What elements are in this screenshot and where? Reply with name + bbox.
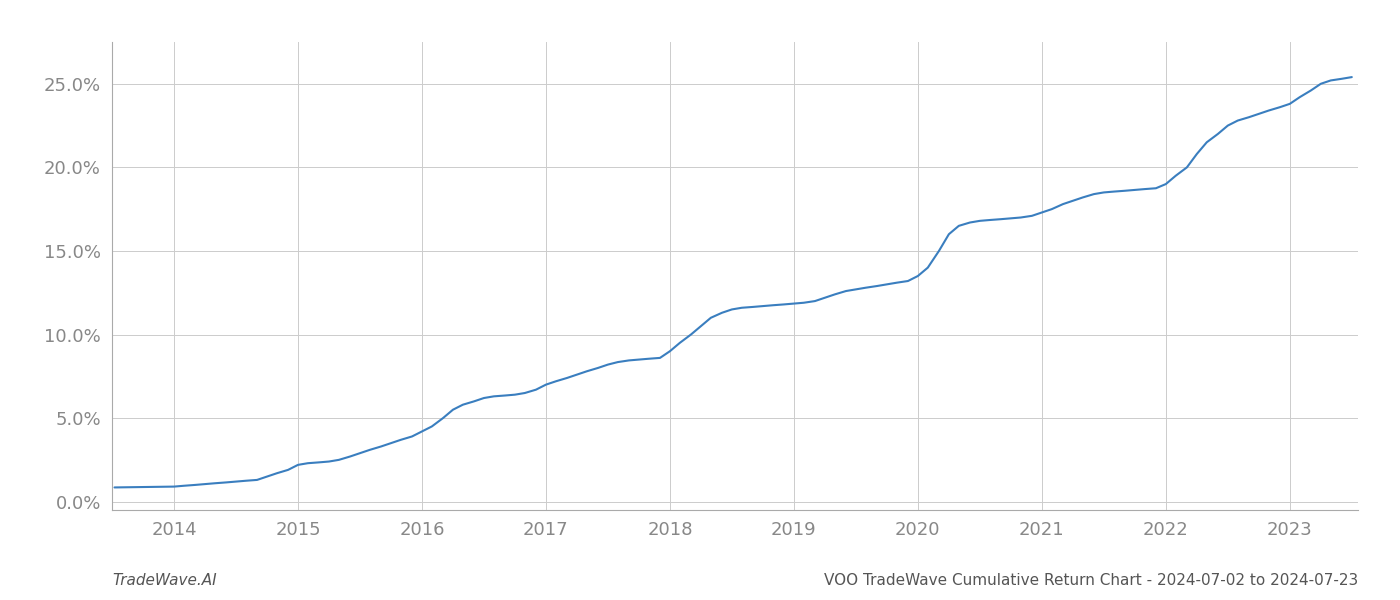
Text: TradeWave.AI: TradeWave.AI [112,573,217,588]
Text: VOO TradeWave Cumulative Return Chart - 2024-07-02 to 2024-07-23: VOO TradeWave Cumulative Return Chart - … [823,573,1358,588]
